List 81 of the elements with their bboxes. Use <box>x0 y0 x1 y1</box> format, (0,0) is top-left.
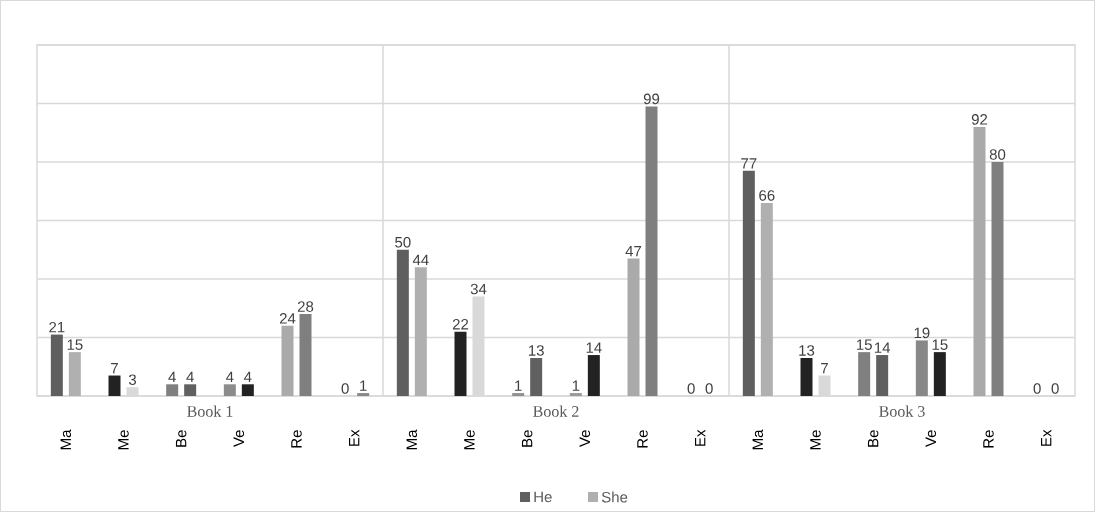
bar <box>645 106 658 396</box>
bar <box>627 258 640 396</box>
data-label: 47 <box>625 246 642 257</box>
bar <box>184 384 197 396</box>
data-label: 0 <box>1051 383 1059 394</box>
x-tick-label: Ma <box>406 429 418 450</box>
data-label: 21 <box>49 321 65 333</box>
x-tick-label: Ex <box>695 429 706 446</box>
bar <box>742 170 755 396</box>
bar <box>357 393 370 396</box>
data-label: 1 <box>515 380 522 391</box>
text: Book 3 <box>879 405 925 417</box>
bar <box>858 352 871 396</box>
x-tick-label: Re <box>291 430 302 448</box>
bar <box>281 325 294 396</box>
bar <box>396 249 409 396</box>
data-label: 15 <box>67 339 83 350</box>
x-tick-label: Ex <box>1041 429 1052 446</box>
data-label: 99 <box>643 93 660 105</box>
bar <box>530 357 543 396</box>
data-label: 0 <box>705 383 713 394</box>
x-tick-label: Ma <box>60 429 72 450</box>
x-tick-label: Ve <box>233 430 245 447</box>
legend-label: He <box>534 491 552 503</box>
data-label: 80 <box>989 149 1006 160</box>
data-label: 66 <box>759 190 775 201</box>
data-label: 24 <box>279 313 296 324</box>
x-tick-label: Me <box>118 430 129 450</box>
data-label: 4 <box>244 371 252 383</box>
bar <box>414 267 427 396</box>
data-label: 14 <box>586 342 602 353</box>
bar <box>512 393 525 396</box>
data-label: 14 <box>874 342 891 353</box>
data-label: 28 <box>297 301 314 312</box>
bar <box>991 162 1004 396</box>
x-tick-label: Me <box>464 430 475 450</box>
x-tick-label: Re <box>637 430 648 448</box>
x-tick-label: Re <box>983 430 994 448</box>
data-label: 22 <box>452 318 469 330</box>
bar <box>223 384 236 396</box>
x-tick-label: Ve <box>925 430 937 447</box>
bar <box>299 314 312 396</box>
data-label: 15 <box>856 339 872 350</box>
data-label: 4 <box>186 371 194 383</box>
x-tick-label: Ve <box>579 430 591 447</box>
data-label: 4 <box>168 371 176 383</box>
data-label: 1 <box>360 380 367 391</box>
data-label: 13 <box>528 345 544 356</box>
data-label: 3 <box>128 374 137 386</box>
legend-label: She <box>601 491 628 503</box>
data-label: 1 <box>572 380 580 391</box>
data-label: 34 <box>470 283 487 295</box>
data-label: 0 <box>687 383 695 394</box>
data-label: 0 <box>341 383 349 394</box>
x-tick-label: Be <box>175 430 187 447</box>
bar <box>915 340 928 396</box>
x-tick-label: Ex <box>349 429 360 446</box>
data-label: 7 <box>111 363 118 374</box>
data-label: 77 <box>741 158 757 169</box>
bar <box>50 334 63 396</box>
data-label: 0 <box>1033 383 1041 394</box>
bar <box>973 126 986 396</box>
bar <box>760 202 773 396</box>
data-label: 13 <box>799 345 815 356</box>
x-tick-label: Be <box>867 430 879 447</box>
data-label: 4 <box>226 371 234 383</box>
bar <box>166 384 179 396</box>
text: Book 1 <box>187 405 233 417</box>
data-label: 15 <box>932 339 948 350</box>
x-tick-label: Be <box>521 430 533 447</box>
text: Book 2 <box>533 405 579 417</box>
bar <box>68 352 81 396</box>
data-label: 50 <box>395 236 411 248</box>
data-label: 7 <box>821 363 828 374</box>
data-label: 19 <box>914 327 930 339</box>
bar <box>876 355 889 396</box>
x-tick-label: Ma <box>752 429 764 450</box>
data-label: 92 <box>971 114 988 125</box>
x-tick-label: Me <box>810 430 821 450</box>
bar <box>569 393 582 396</box>
data-label: 44 <box>412 254 429 266</box>
